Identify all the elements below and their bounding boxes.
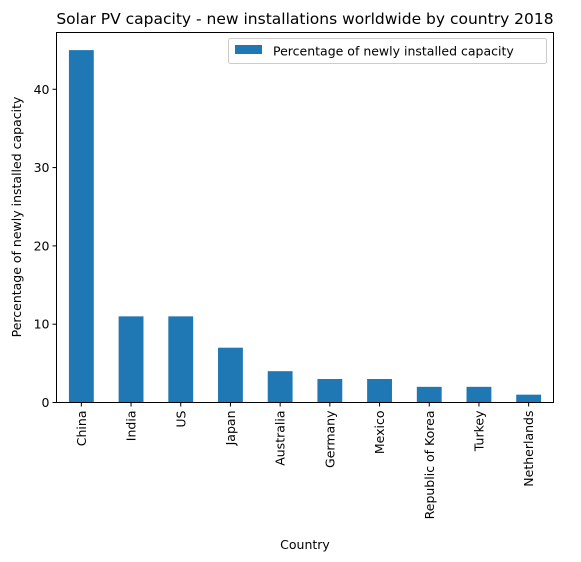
x-tick-label: Australia — [273, 411, 288, 466]
y-tick-label: 0 — [42, 395, 50, 410]
x-tick-label: China — [74, 411, 89, 447]
x-tick-label: India — [124, 411, 139, 442]
x-axis-label: Country — [280, 537, 330, 552]
chart-title: Solar PV capacity - new installations wo… — [56, 10, 553, 28]
bar-us — [168, 316, 194, 403]
x-ticks-layer: China India US Japan Australia Germany Mexico R… — [74, 402, 536, 520]
legend-box — [228, 38, 547, 64]
x-tick-label: US — [173, 410, 188, 427]
x-tick-label: Japan — [223, 411, 238, 447]
legend: Percentage of newly installed capacity — [228, 38, 547, 64]
y-tick-label: 30 — [34, 160, 50, 175]
x-tick-label: Germany — [322, 410, 337, 468]
legend-swatch — [235, 45, 262, 54]
y-tick-label: 10 — [34, 317, 50, 332]
bar-india — [118, 316, 144, 403]
x-tick-label: Turkey — [471, 410, 486, 452]
x-tick-label: Republic of Korea — [422, 411, 437, 520]
y-tick-label: 20 — [34, 238, 50, 253]
bar-germany — [317, 379, 343, 403]
bar-australia — [267, 371, 293, 403]
bars-layer — [68, 50, 542, 403]
x-tick-label: Mexico — [372, 411, 387, 455]
y-ticks-layer: 0 10 20 30 40 — [34, 82, 57, 410]
y-axis-label: Percentage of newly installed capacity — [9, 96, 24, 337]
bar-mexico — [367, 379, 392, 403]
bar-japan — [218, 347, 243, 403]
bar-republic-of-korea — [416, 386, 442, 403]
bar-netherlands — [516, 394, 542, 403]
bar-turkey — [466, 386, 492, 403]
bar-china — [68, 50, 94, 403]
x-tick-label: Netherlands — [521, 411, 536, 487]
y-tick-label: 40 — [34, 82, 50, 97]
plot-frame — [56, 32, 554, 403]
legend-label: Percentage of newly installed capacity — [273, 44, 514, 59]
